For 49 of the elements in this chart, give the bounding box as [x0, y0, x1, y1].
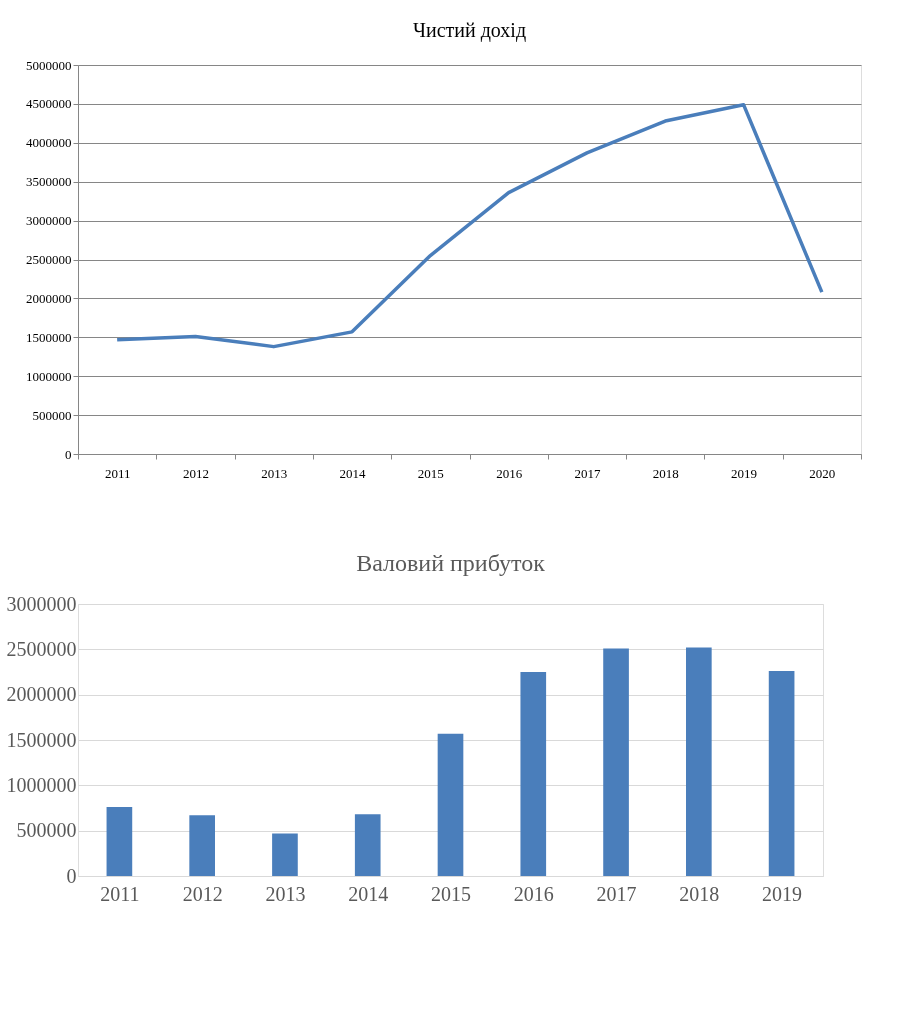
y-tick-label: 1000000	[6, 773, 77, 796]
bar	[768, 671, 795, 876]
x-tick-label: 2016	[496, 465, 523, 481]
bar	[686, 647, 712, 876]
bar	[106, 807, 133, 876]
y-tick-label: 0	[65, 446, 72, 462]
y-tick-label: 4500000	[26, 96, 72, 112]
y-tick-label: 3000000	[26, 213, 72, 229]
x-tick-label: 2017	[574, 465, 601, 481]
bar	[520, 672, 547, 876]
chart-title: Валовий прибуток	[356, 550, 546, 576]
x-tick-label: 2015	[431, 882, 471, 905]
y-tick-label: 500000	[16, 819, 77, 842]
y-tick-label: 4000000	[26, 135, 72, 151]
bar	[189, 815, 215, 876]
y-tick-label: 3500000	[26, 174, 72, 190]
y-tick-label: 3000000	[6, 592, 77, 615]
y-tick-label: 2000000	[6, 683, 77, 706]
x-tick-label: 2018	[652, 465, 679, 481]
y-tick-label: 1500000	[6, 728, 77, 751]
x-tick-label: 2020	[809, 465, 836, 481]
chart-title: Чистий дохід	[412, 19, 527, 42]
x-tick-label: 2012	[182, 465, 209, 481]
x-tick-label: 2013	[261, 465, 288, 481]
y-tick-label: 2000000	[26, 290, 72, 306]
x-tick-label: 2011	[104, 465, 131, 481]
y-tick-label: 2500000	[26, 252, 72, 267]
bar	[437, 733, 464, 876]
y-tick-label: 1500000	[26, 329, 72, 345]
x-tick-label: 2017	[596, 882, 637, 905]
x-tick-label: 2019	[762, 882, 803, 905]
x-tick-label: 2011	[100, 882, 140, 905]
y-tick-label: 5000000	[26, 57, 72, 73]
x-tick-label: 2018	[679, 882, 720, 905]
y-tick-label: 500000	[32, 407, 72, 423]
x-tick-label: 2016	[513, 882, 554, 905]
y-tick-label: 0	[66, 864, 77, 887]
x-tick-label: 2015	[417, 465, 444, 481]
bar	[354, 814, 381, 876]
x-tick-label: 2019	[731, 465, 758, 481]
line-series	[115, 102, 824, 349]
bar	[272, 833, 298, 876]
x-tick-label: 2014	[339, 465, 367, 481]
x-tick-label: 2013	[265, 882, 306, 905]
y-tick-label: 1000000	[26, 368, 72, 384]
x-tick-label: 2014	[348, 882, 389, 905]
x-tick-label: 2012	[182, 882, 223, 905]
y-tick-label: 2500000	[6, 637, 77, 660]
bar	[603, 648, 629, 876]
